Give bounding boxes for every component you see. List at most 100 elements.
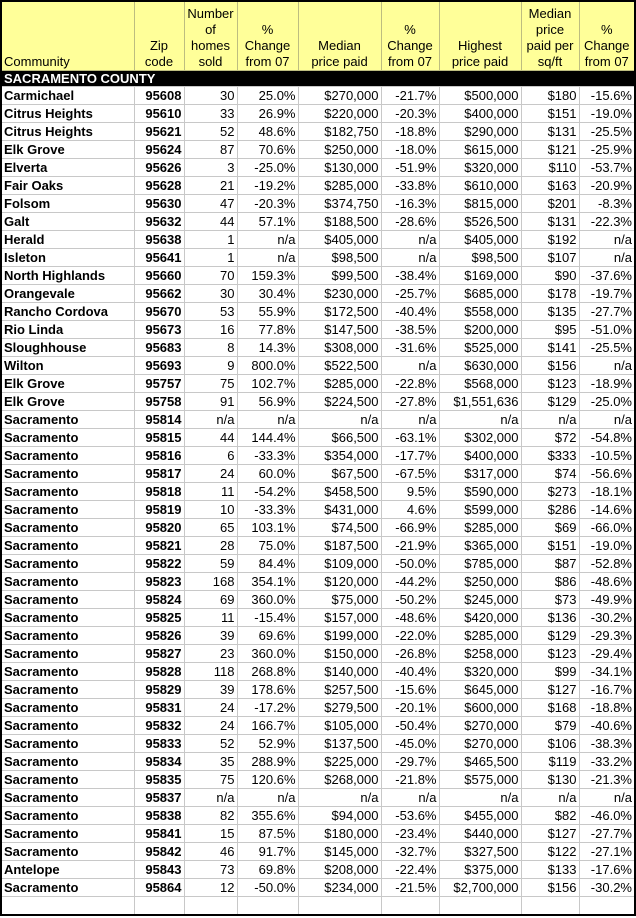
table-cell: 75: [183, 770, 238, 789]
table-cell: -21.8%: [380, 770, 440, 789]
table-cell: $302,000: [438, 428, 522, 447]
table-cell: Sacramento: [0, 734, 135, 753]
table-row: Elk Grove 95758 91 56.9% $224,500 -27.8% $1,55…: [0, 392, 636, 411]
table-row: Rancho Cordova 95670 53 55.9% $172,500 -40.4%…: [0, 302, 636, 321]
table-cell: 95641: [133, 248, 185, 267]
table-cell: n/a: [236, 230, 299, 249]
table-cell: $86: [520, 572, 580, 591]
table-row: Galt 95632 44 57.1% $188,500 -28.6% $526,500 $1…: [0, 212, 636, 231]
table-cell: 95828: [133, 662, 185, 681]
table-cell: -25.0%: [578, 392, 636, 411]
table-cell: $130: [520, 770, 580, 789]
table-cell: -18.0%: [380, 140, 440, 159]
table-cell: $122: [520, 842, 580, 861]
table-cell: -19.7%: [578, 284, 636, 303]
table-cell: $178: [520, 284, 580, 303]
table-cell: n/a: [578, 248, 636, 267]
table-cell: -37.6%: [578, 266, 636, 285]
table-cell: 95816: [133, 446, 185, 465]
table-row: Sacramento 95864 12 -50.0% $234,000 -21.5% $2,…: [0, 878, 636, 897]
table-cell: Carmichael: [0, 86, 135, 105]
table-cell: 95610: [133, 104, 185, 123]
table-cell: -22.0%: [380, 626, 440, 645]
empty-cell: [578, 896, 636, 916]
table-cell: -28.6%: [380, 212, 440, 231]
table-cell: $73: [520, 590, 580, 609]
table-cell: Sacramento: [0, 644, 135, 663]
table-cell: $568,000: [438, 374, 522, 393]
table-cell: 95757: [133, 374, 185, 393]
table-cell: 57.1%: [236, 212, 299, 231]
table-cell: 800.0%: [236, 356, 299, 375]
table-cell: $136: [520, 608, 580, 627]
table-cell: 30: [183, 86, 238, 105]
table-cell: 6: [183, 446, 238, 465]
table-cell: 95838: [133, 806, 185, 825]
table-cell: $279,500: [297, 698, 382, 717]
table-cell: 11: [183, 482, 238, 501]
table-cell: $645,000: [438, 680, 522, 699]
table-cell: 8: [183, 338, 238, 357]
table-cell: Citrus Heights: [0, 104, 135, 123]
table-cell: 95825: [133, 608, 185, 627]
table-cell: $180: [520, 86, 580, 105]
empty-cell: [380, 896, 440, 916]
table-cell: $465,500: [438, 752, 522, 771]
table-cell: 102.7%: [236, 374, 299, 393]
table-cell: 9.5%: [380, 482, 440, 501]
table-cell: 95626: [133, 158, 185, 177]
table-cell: -19.2%: [236, 176, 299, 195]
table-cell: $285,000: [438, 626, 522, 645]
table-cell: 91: [183, 392, 238, 411]
table-cell: $268,000: [297, 770, 382, 789]
table-row: Herald 95638 1 n/a $405,000 n/a $405,000 $192 n/…: [0, 230, 636, 249]
table-cell: -10.5%: [578, 446, 636, 465]
column-header: Community: [0, 0, 135, 71]
table-row: Sacramento 95821 28 75.0% $187,500 -21.9% $365…: [0, 536, 636, 555]
table-cell: 56.9%: [236, 392, 299, 411]
table-cell: -32.7%: [380, 842, 440, 861]
table-cell: -27.1%: [578, 842, 636, 861]
table-cell: -22.3%: [578, 212, 636, 231]
table-row: Sacramento 95822 59 84.4% $109,000 -50.0% $785…: [0, 554, 636, 573]
table-cell: $257,500: [297, 680, 382, 699]
table-cell: $270,000: [438, 716, 522, 735]
table-cell: $169,000: [438, 266, 522, 285]
table-cell: -31.6%: [380, 338, 440, 357]
table-cell: 69.6%: [236, 626, 299, 645]
table-cell: 1: [183, 248, 238, 267]
table-cell: -15.6%: [578, 86, 636, 105]
table-cell: 87: [183, 140, 238, 159]
table-row: Sacramento 95829 39 178.6% $257,500 -15.6% $64…: [0, 680, 636, 699]
table-cell: $270,000: [297, 86, 382, 105]
table-cell: -29.3%: [578, 626, 636, 645]
table-row: Sacramento 95816 6 -33.3% $354,000 -17.7% $400…: [0, 446, 636, 465]
table-cell: -21.7%: [380, 86, 440, 105]
table-cell: 30: [183, 284, 238, 303]
table-cell: 9: [183, 356, 238, 375]
table-cell: -38.4%: [380, 266, 440, 285]
table-cell: 3: [183, 158, 238, 177]
table-cell: $374,750: [297, 194, 382, 213]
table-cell: Wilton: [0, 356, 135, 375]
table-cell: -21.9%: [380, 536, 440, 555]
table-cell: -19.0%: [578, 536, 636, 555]
table-cell: $250,000: [438, 572, 522, 591]
table-cell: $405,000: [297, 230, 382, 249]
table-cell: -26.8%: [380, 644, 440, 663]
table-cell: $354,000: [297, 446, 382, 465]
table-row: Wilton 95693 9 800.0% $522,500 n/a $630,000 $15…: [0, 356, 636, 375]
table-cell: -17.2%: [236, 698, 299, 717]
table-cell: 44: [183, 428, 238, 447]
table-cell: 95843: [133, 860, 185, 879]
table-row: Sacramento 95818 11 -54.2% $458,500 9.5% $590,…: [0, 482, 636, 501]
table-cell: $317,000: [438, 464, 522, 483]
table-cell: -51.9%: [380, 158, 440, 177]
table-cell: 91.7%: [236, 842, 299, 861]
table-cell: -20.1%: [380, 698, 440, 717]
table-cell: -50.4%: [380, 716, 440, 735]
table-cell: 95814: [133, 410, 185, 429]
table-cell: $168: [520, 698, 580, 717]
table-cell: Sacramento: [0, 716, 135, 735]
